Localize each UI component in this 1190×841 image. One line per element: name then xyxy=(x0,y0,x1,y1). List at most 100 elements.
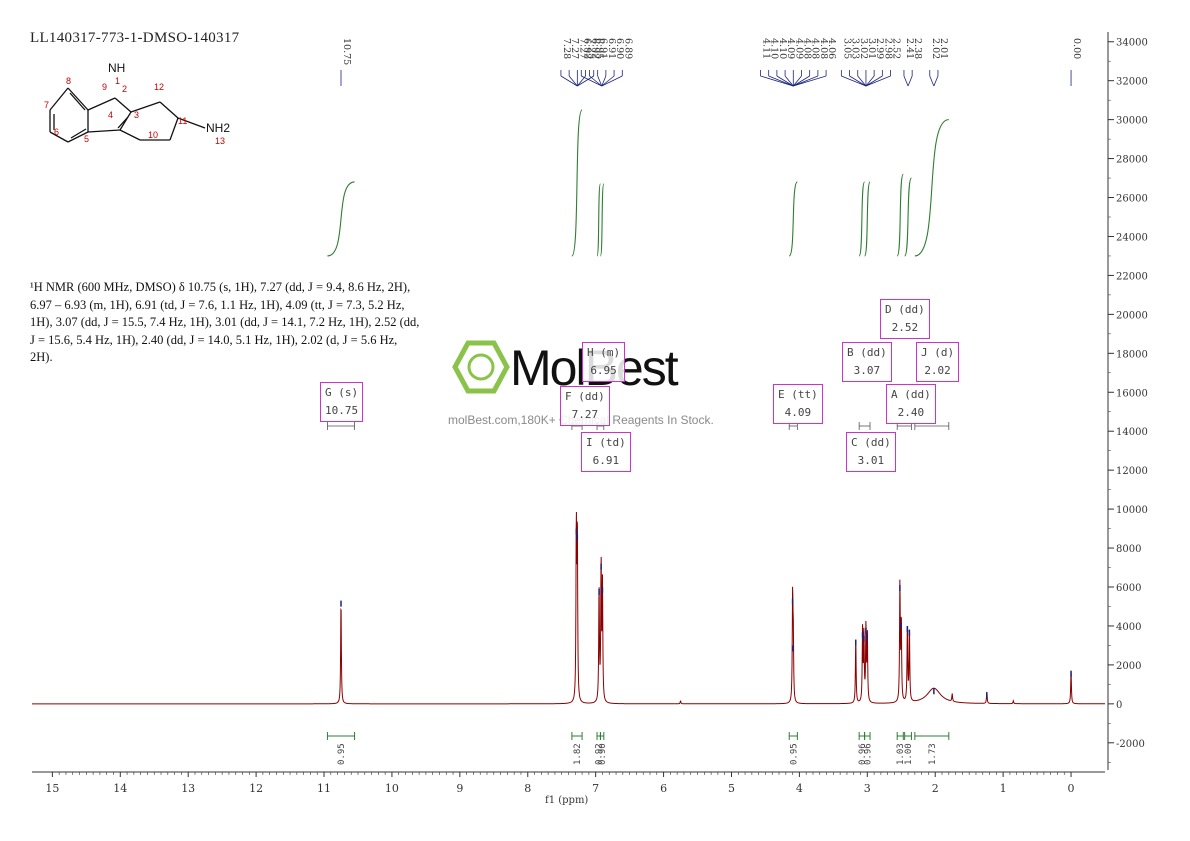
spectrum-line xyxy=(32,511,1105,705)
peak-label-connector xyxy=(601,75,607,87)
sample-title: LL140317-773-1-DMSO-140317 xyxy=(30,30,240,46)
peak-label-connector xyxy=(601,75,615,87)
x-tick-label: 14 xyxy=(113,782,127,795)
peak-label: 0.00 xyxy=(1071,38,1082,59)
multiplet-type: H (m) xyxy=(587,346,621,359)
peak-label-connector xyxy=(903,75,909,87)
multiplet-type: I (td) xyxy=(586,436,626,449)
y-tick-label: 0 xyxy=(1116,700,1122,711)
y-tick-label: 14000 xyxy=(1116,427,1148,438)
integral-curve xyxy=(327,181,355,257)
x-tick-label: 6 xyxy=(660,782,667,795)
multiplet-shift: 3.07 xyxy=(853,364,881,377)
atom-number: 12 xyxy=(154,82,164,92)
y-tick-label: 22000 xyxy=(1116,271,1148,282)
peak-label: 7.28 xyxy=(561,38,572,59)
peak-label-connector xyxy=(857,75,867,87)
x-tick-label: 8 xyxy=(524,782,531,795)
peak-label: 6.90 xyxy=(614,38,625,59)
atom-number: 5 xyxy=(84,134,89,144)
bond xyxy=(87,129,121,133)
peak-label: 10.75 xyxy=(341,38,352,65)
integral-value: 0.96 xyxy=(858,743,868,765)
peak-label: 4.09 xyxy=(785,38,796,59)
multiplet-shift: 2.52 xyxy=(891,321,919,334)
nmr-description: ¹H NMR (600 MHz, DMSO) δ 10.75 (s, 1H), … xyxy=(30,279,420,367)
x-tick-label: 5 xyxy=(728,782,735,795)
atom-number: 8 xyxy=(66,76,71,86)
y-tick-label: 26000 xyxy=(1116,194,1148,205)
multiplet-box-j: J (d) 2.02 xyxy=(916,342,960,382)
x-tick-label: 3 xyxy=(864,782,871,795)
bond xyxy=(169,117,179,141)
peak-label: 2.38 xyxy=(912,38,923,59)
peak-label: 4.06 xyxy=(826,38,837,59)
peak-label: 7.27 xyxy=(569,38,580,59)
integral-value: 0.96 xyxy=(863,743,873,765)
peak-label-connector xyxy=(793,75,827,87)
multiplet-box-e: E (tt) 4.09 xyxy=(773,384,823,424)
multiplet-box-g: G (s) 10.75 xyxy=(320,382,364,422)
watermark-hexagon-icon xyxy=(452,340,510,394)
peak-label-connector xyxy=(568,75,578,87)
y-tick-label: 8000 xyxy=(1116,544,1141,555)
peak-label-connector xyxy=(933,75,939,87)
peak-label: 3.03 xyxy=(850,38,861,59)
integral-value: 1.03 xyxy=(896,743,906,765)
bond xyxy=(49,131,69,143)
y-tick-label: 24000 xyxy=(1116,232,1148,243)
peak-label: 2.52 xyxy=(891,38,902,59)
y-tick-label: 20000 xyxy=(1116,310,1148,321)
integral-curve xyxy=(596,183,601,257)
peak-label-connector xyxy=(792,75,802,87)
peak-label-connector xyxy=(589,75,603,87)
x-tick-label: 11 xyxy=(317,782,331,795)
bond-double xyxy=(117,116,129,129)
multiplet-type: J (d) xyxy=(921,346,955,359)
multiplet-type: F (dd) xyxy=(565,390,605,403)
multiplet-box-b: B (dd) 3.07 xyxy=(842,342,892,382)
multiplet-box-c: C (dd) 3.01 xyxy=(846,432,896,472)
y-tick-label: 10000 xyxy=(1116,505,1148,516)
multiplet-type: G (s) xyxy=(325,386,359,399)
peak-label-connector xyxy=(865,75,891,87)
peak-label: 4.08 xyxy=(810,38,821,59)
multiplet-shift: 3.01 xyxy=(857,454,885,467)
peak-label: 2.02 xyxy=(930,38,941,59)
x-tick-label: 12 xyxy=(249,782,263,795)
peak-label: 3.02 xyxy=(858,38,869,59)
hexagon-inner-ring xyxy=(467,353,495,381)
bond-double xyxy=(70,128,87,139)
atom-number: 3 xyxy=(134,110,139,120)
y-tick-label: 16000 xyxy=(1116,388,1148,399)
multiplet-box-d: D (dd) 2.52 xyxy=(880,299,930,339)
peak-label-connector xyxy=(597,75,603,87)
peak-label: 2.41 xyxy=(904,38,915,59)
integral-curve xyxy=(904,177,912,257)
peak-label: 7.27 xyxy=(577,38,588,59)
integral-curve xyxy=(571,109,583,257)
peak-label: 6.92 xyxy=(581,38,592,59)
bond xyxy=(114,97,132,113)
peak-label-connector xyxy=(776,75,794,87)
peak-label: 7.25 xyxy=(586,38,597,59)
peak-label: 6.89 xyxy=(622,38,633,59)
integral-value: 1.73 xyxy=(928,743,938,765)
y-tick-label: 34000 xyxy=(1116,38,1148,49)
bond xyxy=(87,97,116,111)
bond-double xyxy=(69,92,86,111)
bond xyxy=(130,101,161,113)
multiplet-shift: 10.75 xyxy=(325,404,359,417)
y-tick-label: 6000 xyxy=(1116,583,1141,594)
peak-label-connector xyxy=(907,75,913,87)
integral-curve xyxy=(896,173,904,257)
bond xyxy=(67,131,89,143)
bond xyxy=(159,101,179,119)
bond xyxy=(119,129,141,141)
x-axis-label: f1 (ppm) xyxy=(545,795,589,806)
atom-number: 7 xyxy=(44,100,49,110)
atom-number: 11 xyxy=(178,116,187,126)
x-tick-label: 2 xyxy=(932,782,939,795)
